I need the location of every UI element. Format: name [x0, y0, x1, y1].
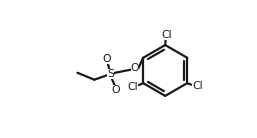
- Text: S: S: [107, 69, 114, 79]
- Text: Cl: Cl: [161, 30, 172, 40]
- Text: O: O: [112, 85, 120, 95]
- Text: Cl: Cl: [192, 81, 203, 91]
- Text: O: O: [102, 54, 111, 64]
- Text: Cl: Cl: [127, 82, 138, 92]
- Text: O: O: [131, 63, 140, 73]
